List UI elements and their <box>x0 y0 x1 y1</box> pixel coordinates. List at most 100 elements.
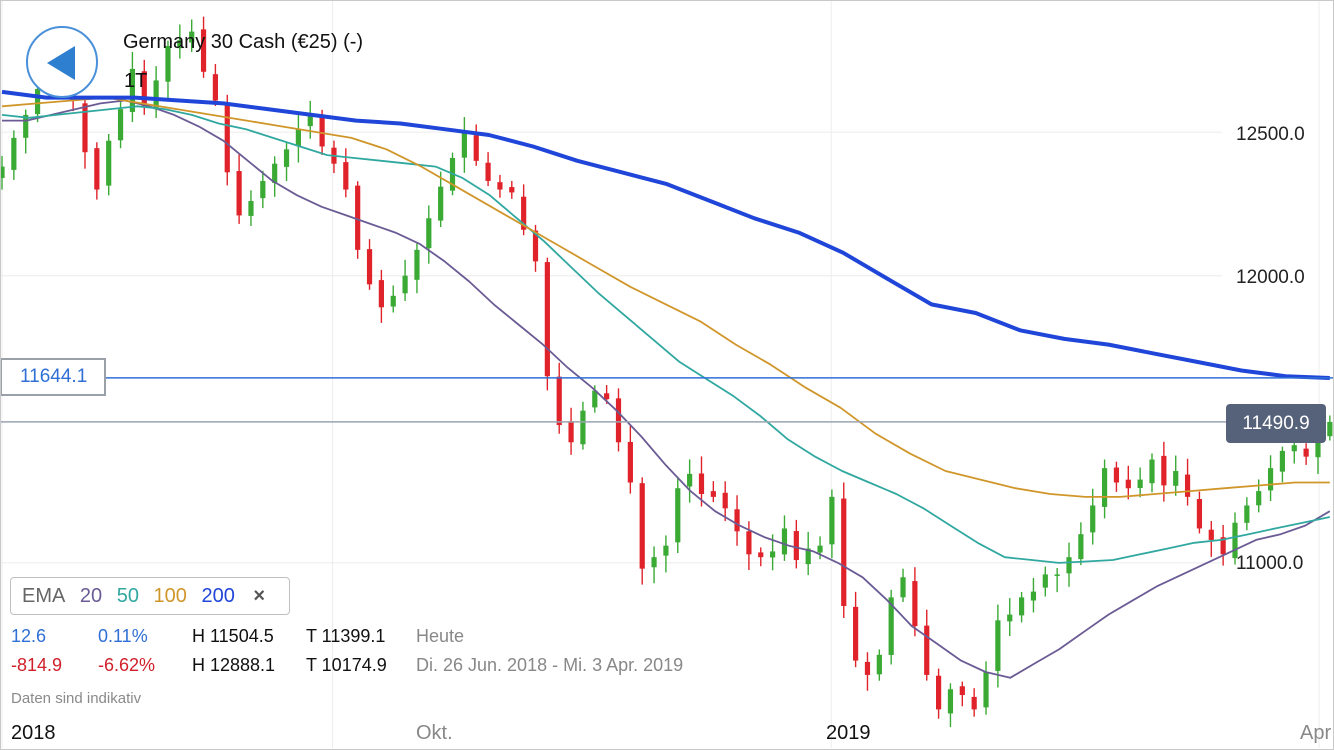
legend-ema-200: 200 <box>201 585 235 607</box>
candle-body <box>710 491 716 497</box>
candle-body <box>651 557 657 568</box>
back-arrow-icon <box>47 46 75 80</box>
range-low: T 10174.9 <box>306 655 387 675</box>
candle-body <box>663 545 669 556</box>
candle-body <box>82 103 88 153</box>
candle-body <box>983 672 989 708</box>
candle-body <box>509 187 515 193</box>
candle-body <box>592 390 598 408</box>
candle-body <box>11 137 17 170</box>
candle-body <box>770 551 776 558</box>
candle-body <box>1315 439 1321 458</box>
ema-legend[interactable]: EMA 20 50 100 200 × <box>10 577 290 615</box>
candle-body <box>853 606 859 661</box>
candle-body <box>627 441 633 483</box>
candle-body <box>129 68 136 112</box>
candle-body <box>604 393 610 400</box>
candle-body <box>1208 529 1214 540</box>
ema-line-20 <box>2 99 1331 679</box>
x-tick-label: 2019 <box>826 722 871 744</box>
candle-body <box>94 148 100 190</box>
candle-body <box>1220 537 1226 555</box>
horizontal-line-label[interactable]: 11644.1 <box>0 358 106 396</box>
y-tick-label: 12500.0 <box>1236 124 1305 145</box>
today-high: H 11504.5 <box>192 626 274 646</box>
candle-body <box>141 71 147 107</box>
candle-body <box>236 171 242 216</box>
disclaimer: Daten sind indikativ <box>11 690 142 707</box>
candle-body <box>189 31 195 43</box>
candle-body <box>343 162 349 190</box>
candle-body <box>687 473 693 487</box>
candle-body <box>912 581 918 627</box>
candle-body <box>177 40 183 49</box>
candle-body <box>153 80 159 110</box>
back-button[interactable] <box>26 26 98 98</box>
candle-body <box>1125 479 1131 489</box>
range-period: Di. 26 Jun. 2018 - Mi. 3 Apr. 2019 <box>416 655 684 675</box>
legend-ema-100: 100 <box>153 585 187 607</box>
last-price-label: 11490.9 <box>1226 404 1326 443</box>
y-tick-label: 11000.0 <box>1236 553 1304 574</box>
candle-body <box>355 185 361 250</box>
candle-body <box>805 548 811 565</box>
candle-body <box>1256 491 1262 506</box>
candle-body <box>1113 467 1120 483</box>
candle-body <box>34 89 41 115</box>
candle-body <box>1018 597 1025 616</box>
candle-body <box>106 140 112 186</box>
candle-body <box>224 104 230 173</box>
candle-body <box>639 483 645 569</box>
candle-body <box>947 689 954 714</box>
candle-body <box>556 376 562 426</box>
x-tick-label: 2018 <box>11 722 56 744</box>
legend-ema-20: 20 <box>79 585 103 607</box>
ema-line-50 <box>1 105 1330 564</box>
candle-body <box>1267 468 1274 491</box>
candle-body <box>1196 499 1203 529</box>
candle-body <box>580 410 586 445</box>
candle-body <box>272 163 278 183</box>
candle-body <box>283 149 290 167</box>
close-icon[interactable]: × <box>253 585 266 607</box>
candle-body <box>260 180 266 199</box>
candle-body <box>841 498 847 606</box>
candle-body <box>1184 474 1191 497</box>
candle-body <box>497 182 503 190</box>
candle-body <box>366 249 373 285</box>
legend-indicator: EMA <box>22 585 66 607</box>
timeframe-label[interactable]: 1T <box>124 70 148 92</box>
candle-body <box>900 577 906 598</box>
horizontal-lines <box>0 377 1334 423</box>
candle-body <box>378 280 384 308</box>
x-tick-label: Okt. <box>416 722 453 744</box>
candle-body <box>615 398 622 443</box>
range-change: -814.9 <box>11 655 63 675</box>
candle-body <box>1279 450 1286 472</box>
legend-ema-50: 50 <box>116 585 139 607</box>
candle-body <box>888 597 894 655</box>
candle-body <box>307 114 313 127</box>
candle-body <box>936 675 942 710</box>
today-period: Heute <box>416 626 465 646</box>
candle-body <box>402 275 408 294</box>
candle-body <box>414 249 420 280</box>
candle-body <box>924 625 930 675</box>
range-change-pct: -6.62% <box>98 655 156 675</box>
candle-body <box>959 686 965 696</box>
candle-body <box>1007 614 1013 622</box>
candle-body <box>758 552 764 558</box>
candle-body <box>1101 468 1108 507</box>
candle-body <box>1244 505 1250 523</box>
y-tick-label: 12000.0 <box>1236 267 1305 288</box>
candle-body <box>1090 505 1096 533</box>
instrument-title: Germany 30 Cash (€25) (-) <box>123 31 364 53</box>
candle-body <box>473 135 479 161</box>
candle-body <box>971 696 977 710</box>
candle-body <box>1137 479 1143 489</box>
candle-body <box>23 114 29 138</box>
candle-body <box>1303 448 1309 457</box>
candle-body <box>165 45 171 82</box>
candle-body <box>544 262 550 377</box>
